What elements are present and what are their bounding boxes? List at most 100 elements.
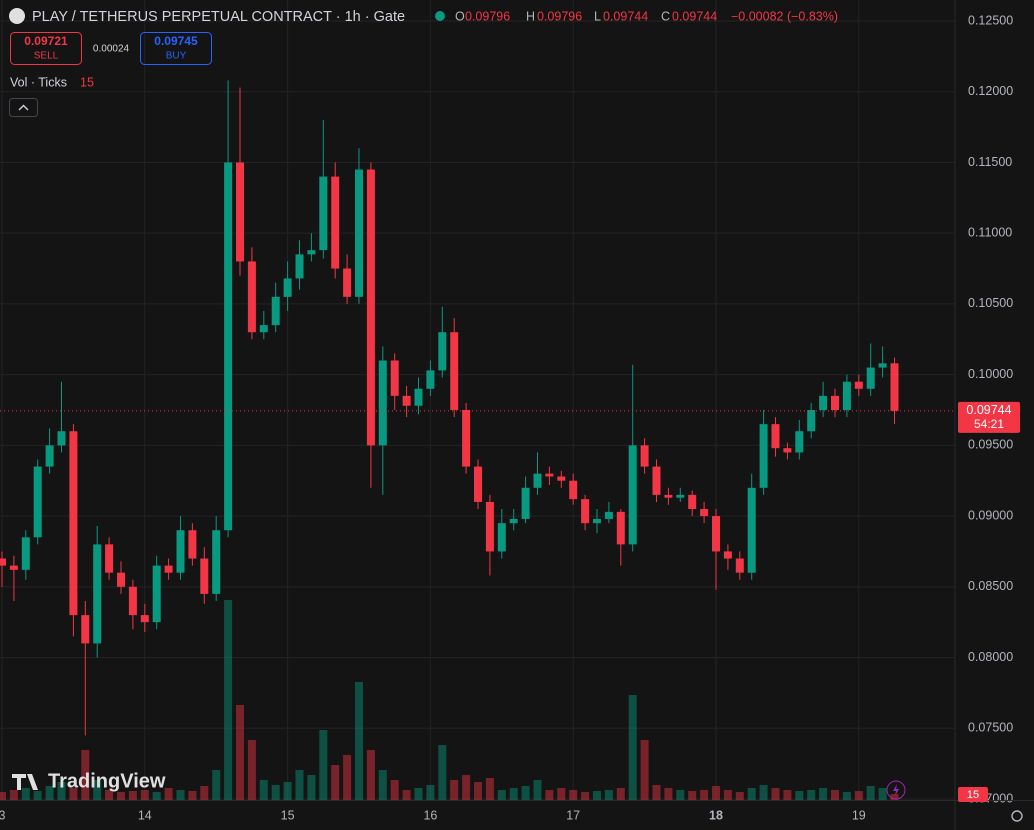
candle-body	[69, 431, 78, 616]
volume-bar	[652, 785, 661, 800]
candle-body	[343, 268, 352, 297]
settings-icon[interactable]	[1011, 810, 1023, 822]
x-tick-label: 3	[0, 808, 6, 822]
x-tick-label: 15	[281, 808, 295, 822]
candle-body	[569, 480, 578, 500]
volume-bar	[152, 792, 161, 800]
collapse-button[interactable]	[9, 98, 38, 117]
candle-body	[259, 325, 268, 333]
volume-bar	[616, 788, 625, 800]
candle-body	[664, 494, 673, 498]
candle-body	[378, 360, 387, 446]
volume-bar	[604, 790, 613, 800]
volume-bar	[414, 788, 423, 800]
market-status	[435, 11, 445, 21]
candle-body	[331, 176, 340, 269]
volume-layer	[0, 600, 899, 800]
y-tick-label: 0.08000	[968, 650, 1013, 664]
volume-bar	[57, 782, 66, 800]
logo-text: TradingView	[48, 770, 166, 792]
candle-body	[117, 572, 125, 587]
volume-bar	[640, 740, 649, 800]
volume-bar	[474, 782, 482, 800]
ohlc-label: H	[526, 9, 535, 23]
lightning-button[interactable]	[886, 780, 906, 800]
candle-body	[105, 544, 114, 573]
volume-bar	[343, 755, 352, 800]
volume-bar	[581, 792, 590, 800]
volume-bar	[105, 790, 114, 800]
volume-bar	[723, 790, 732, 800]
volume-bar	[0, 792, 6, 800]
buy-button[interactable]	[140, 32, 212, 65]
candle-body	[295, 254, 304, 279]
volume-bar	[128, 791, 137, 800]
volume-bar	[140, 790, 149, 800]
candle-body	[831, 395, 839, 410]
candle-body	[93, 544, 102, 644]
volume-bar	[462, 775, 471, 800]
volume-bar	[831, 790, 839, 800]
ohlc-value: 0.09796	[537, 9, 582, 23]
candle-body	[652, 466, 661, 495]
candle-body	[842, 381, 851, 410]
candle-body	[795, 431, 804, 453]
grid	[0, 0, 955, 800]
candle-body	[616, 511, 625, 545]
ohlc-value: 0.09744	[672, 9, 717, 23]
volume-bar	[81, 750, 90, 800]
candle-body	[890, 363, 899, 411]
volume-bar	[450, 780, 459, 800]
y-tick-label: 0.09500	[968, 438, 1013, 452]
buy-label: BUY	[166, 51, 187, 62]
y-tick-label: 0.10000	[968, 367, 1013, 381]
candle-body	[747, 487, 756, 573]
y-tick-label: 0.09000	[968, 508, 1013, 522]
sell-button[interactable]	[10, 32, 82, 65]
volume-badge	[958, 787, 988, 802]
candle-body	[628, 445, 637, 545]
volume-bar	[390, 780, 399, 800]
candle-body	[700, 509, 709, 517]
volume-bar	[9, 790, 18, 800]
volume-bar	[402, 790, 411, 800]
candle-body	[545, 473, 554, 477]
candle-body	[521, 487, 530, 519]
candle-body	[224, 162, 233, 531]
price-label-box	[958, 401, 1020, 433]
volume-bar	[295, 770, 304, 800]
countdown: 54:21	[974, 417, 1004, 431]
volume-bar	[545, 790, 554, 800]
y-tick-label: 0.08500	[968, 579, 1013, 593]
volume-bar	[117, 792, 125, 800]
spread: 0.00024	[93, 44, 130, 55]
x-tick-label: 14	[138, 808, 152, 822]
logo-icon	[12, 774, 38, 790]
candle-body	[188, 530, 197, 559]
volume-bar	[557, 788, 566, 800]
candle-body	[866, 367, 875, 389]
candle-body	[355, 169, 363, 297]
candle-body	[81, 615, 90, 644]
volume-bar	[890, 794, 899, 800]
candle-body	[783, 448, 792, 453]
candle-body	[21, 537, 30, 570]
ohlc-value: 0.09744	[603, 9, 648, 23]
volume-bar	[783, 790, 792, 800]
sell-label: SELL	[34, 51, 59, 62]
candle-body	[200, 558, 209, 594]
candle-body	[854, 381, 863, 389]
volume-bar	[842, 792, 851, 800]
volume-bar	[735, 792, 744, 800]
volume-bar	[283, 782, 292, 800]
volume-bar	[628, 695, 637, 800]
symbol-icon	[9, 8, 25, 24]
y-tick-label: 0.10500	[968, 296, 1013, 310]
candle-body	[735, 558, 744, 573]
volume-bar	[438, 745, 447, 800]
candle-body	[497, 523, 506, 552]
volume-bar	[700, 790, 709, 800]
volume-bar	[759, 785, 768, 800]
